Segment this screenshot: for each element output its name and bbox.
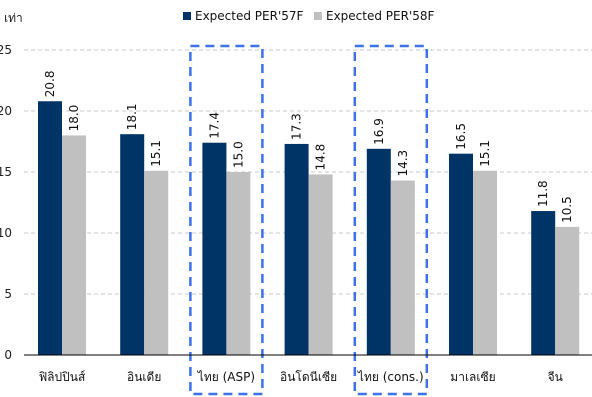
y-axis-label: เท่า (4, 11, 23, 25)
data-label: 16.5 (454, 123, 468, 150)
data-label: 16.9 (372, 118, 386, 145)
y-tick-label: 5 (4, 287, 12, 301)
highlight-box (189, 44, 264, 396)
y-tick-label: 10 (0, 226, 12, 240)
data-label: 15.1 (149, 140, 163, 167)
bars: 20.8 18.0 18.1 15.1 17.4 15.0 17.3 14.8 16.9 14.3… (38, 71, 580, 356)
y-tick-label: 15 (0, 165, 12, 179)
category-label: อินโดนีเซีย (280, 370, 337, 384)
bar (284, 143, 309, 355)
bar (555, 226, 580, 355)
bar (473, 170, 497, 355)
chart-legend: Expected PER'57F Expected PER'58F (183, 9, 435, 23)
legend-label: Expected PER'57F (195, 9, 304, 23)
data-label: 15.1 (478, 140, 492, 167)
bar (531, 211, 556, 355)
bar (308, 174, 333, 355)
bar (120, 134, 145, 355)
category-label: จีน (548, 370, 563, 384)
y-tick-label: 0 (4, 348, 12, 362)
category-label: มาเลเซีย (450, 370, 495, 384)
data-label: 20.8 (43, 71, 57, 98)
y-tick-label: 25 (0, 43, 12, 57)
bar (144, 170, 169, 355)
highlight-box (353, 44, 429, 396)
bar (226, 172, 251, 355)
bar (366, 148, 391, 355)
category-labels: ฟิลิปปินส์ อินเดีย ไทย (ASP) อินโดนีเซีย ไทย… (39, 370, 563, 384)
category-label: อินเดีย (127, 370, 161, 384)
bar (390, 180, 415, 355)
data-label: 14.3 (396, 150, 410, 177)
category-label: ฟิลิปปินส์ (39, 370, 86, 384)
bar (202, 142, 227, 355)
data-label: 17.4 (207, 112, 221, 139)
bar (449, 153, 473, 355)
data-label: 17.3 (290, 113, 304, 140)
highlight-boxes (189, 44, 429, 396)
bar (62, 135, 86, 355)
category-label: ไทย (ASP) (197, 370, 255, 384)
data-label: 18.1 (125, 103, 139, 130)
y-axis-ticks: 0 5 10 15 20 25 (0, 43, 12, 362)
legend-swatch (183, 12, 191, 20)
data-label: 10.5 (560, 196, 574, 223)
data-label: 15.0 (231, 141, 245, 168)
bar (38, 101, 62, 356)
legend-label: Expected PER'58F (326, 9, 435, 23)
legend-swatch (314, 12, 322, 20)
data-label: 14.8 (314, 144, 328, 171)
data-label: 18.0 (67, 105, 81, 132)
data-label: 11.8 (536, 180, 550, 207)
y-tick-label: 20 (0, 104, 12, 118)
category-label: ไทย (cons.) (357, 370, 424, 384)
